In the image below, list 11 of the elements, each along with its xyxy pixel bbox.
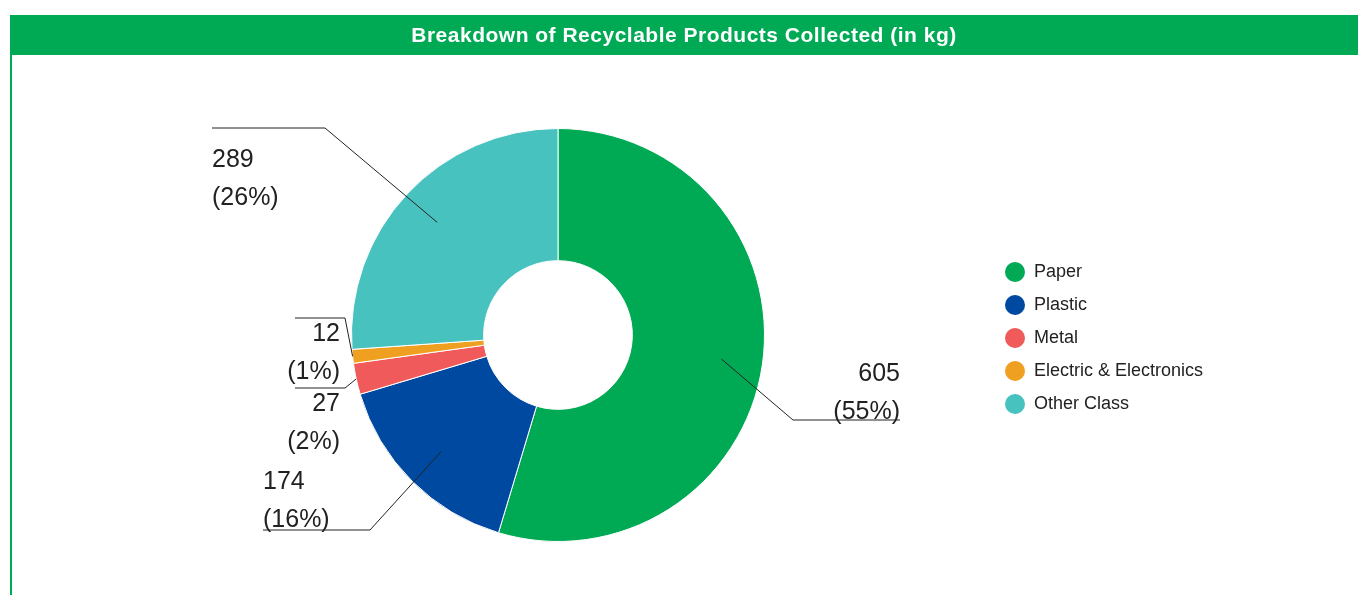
data-label: 12 (1%) — [287, 318, 340, 385]
data-label: 27 (2%) — [287, 388, 340, 455]
legend-label: Electric & Electronics — [1034, 360, 1204, 381]
legend-label: Metal — [1034, 327, 1079, 348]
legend-label: Plastic — [1034, 294, 1088, 315]
data-label: 289 (26%) — [212, 144, 279, 211]
data-label: 605 (55%) — [833, 358, 900, 425]
legend-label: Other Class — [1034, 393, 1130, 414]
legend-label: Paper — [1034, 261, 1083, 282]
chart-title: Breakdown of Recyclable Products Collected (in kg) — [10, 15, 1358, 55]
data-label: 174 (16%) — [263, 466, 330, 533]
